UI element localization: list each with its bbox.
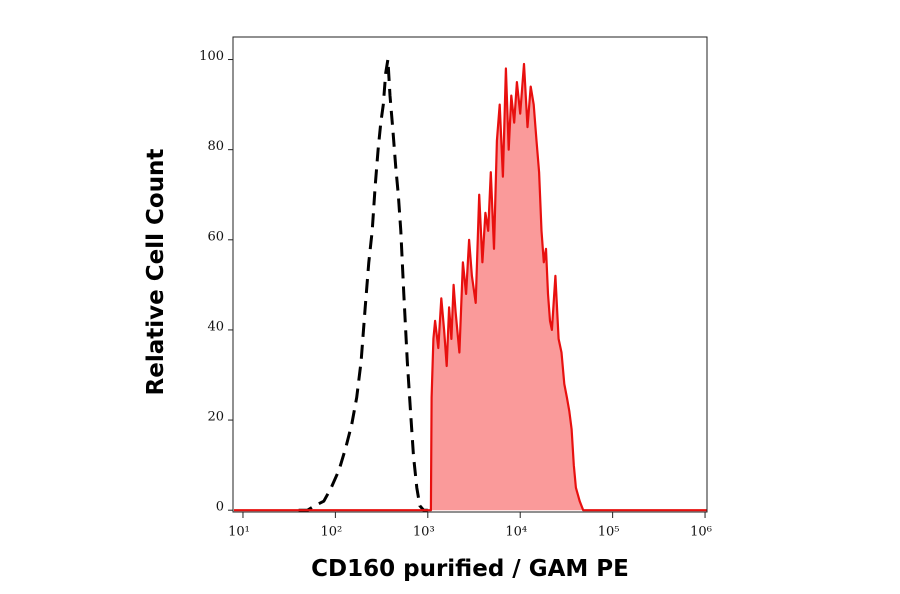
x-tick-label: 10⁵ xyxy=(598,525,620,540)
y-tick-label: 100 xyxy=(199,49,224,64)
y-tick-label: 60 xyxy=(207,229,224,244)
y-tick-label: 20 xyxy=(207,410,224,425)
x-tick-label: 10³ xyxy=(413,525,435,540)
y-tick-label: 0 xyxy=(216,500,224,515)
histogram-line xyxy=(298,58,428,512)
histogram-area xyxy=(234,64,707,511)
x-tick-label: 10⁴ xyxy=(505,525,527,540)
plot-frame xyxy=(232,36,708,513)
x-tick-label: 10¹ xyxy=(228,525,250,540)
y-tick-label: 80 xyxy=(207,139,224,154)
histogram-line xyxy=(234,62,707,512)
y-tick-label: 40 xyxy=(207,319,224,334)
x-axis-title: CD160 purified / GAM PE xyxy=(311,556,629,582)
x-tick-label: 10⁶ xyxy=(690,525,712,540)
y-axis-title: Relative Cell Count xyxy=(143,149,169,396)
x-tick-label: 10² xyxy=(321,525,343,540)
